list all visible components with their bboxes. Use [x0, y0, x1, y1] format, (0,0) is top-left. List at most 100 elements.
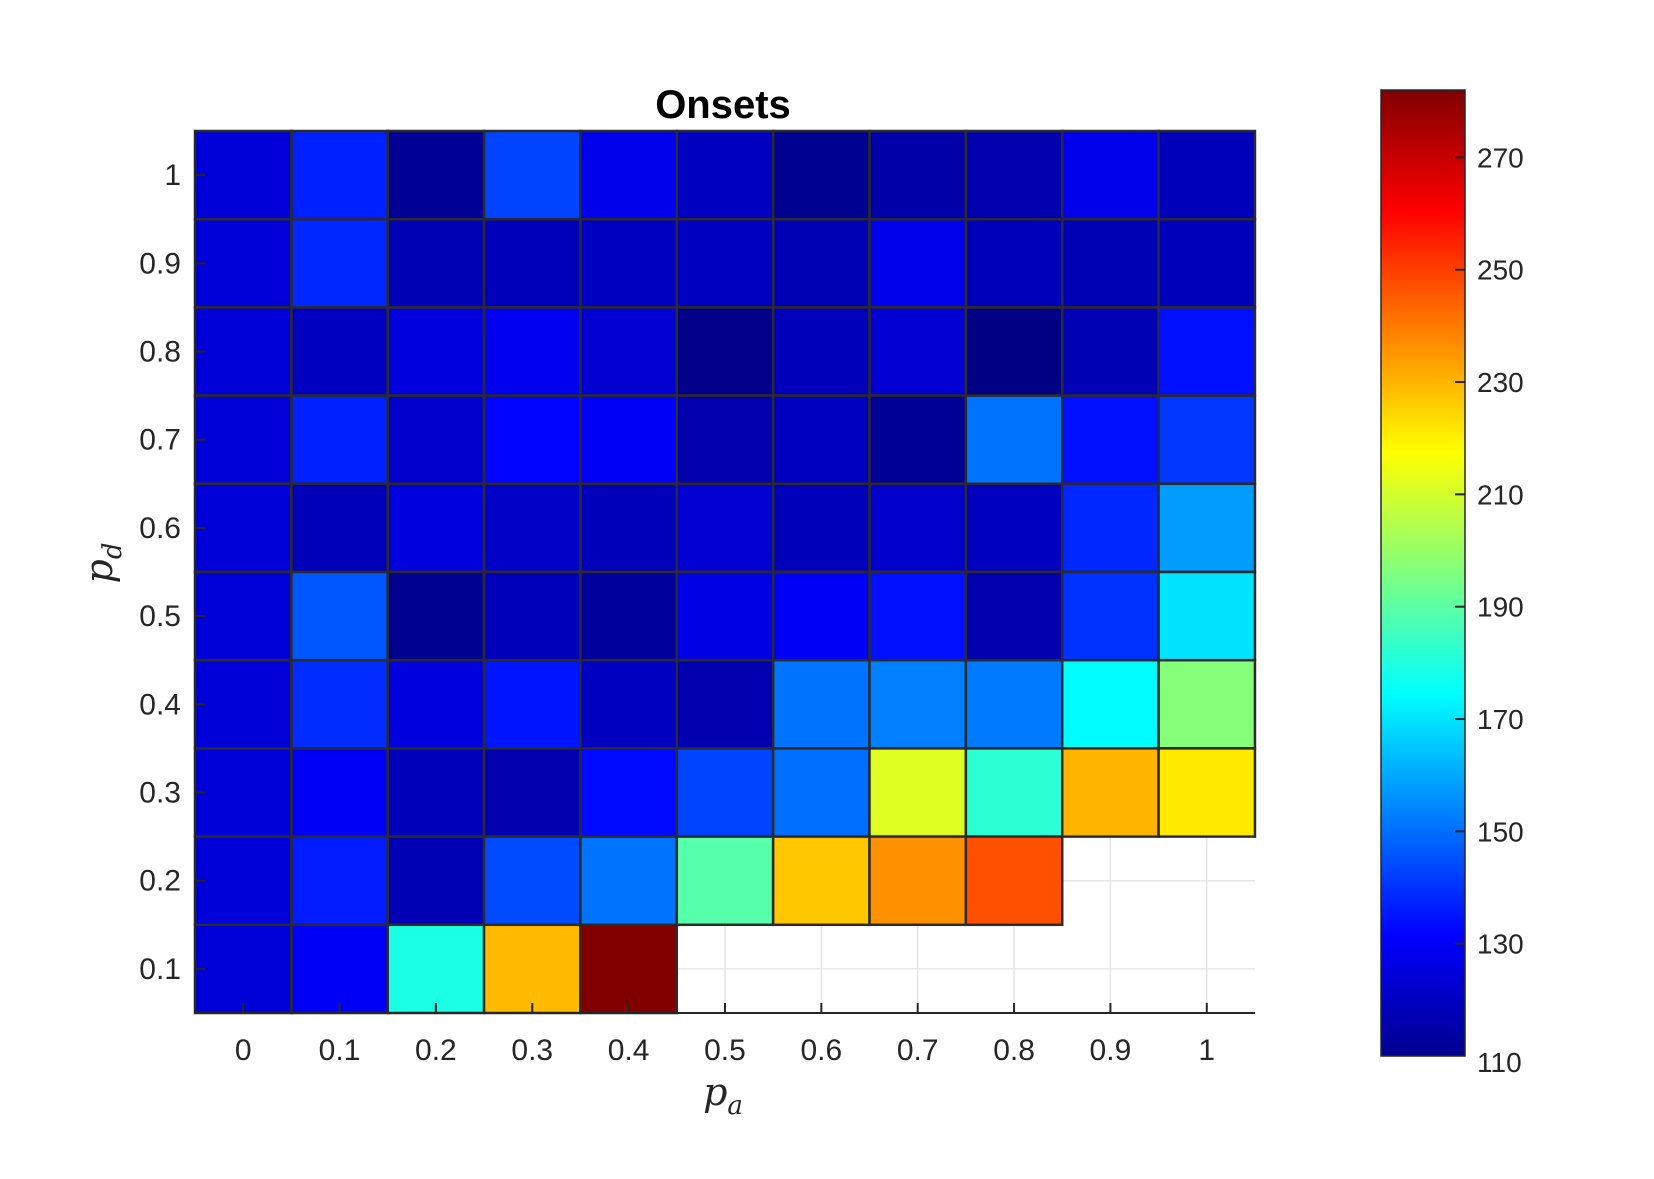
- colorbar-tick-label: 130: [1477, 929, 1524, 960]
- heatmap-cell: [868, 570, 968, 662]
- heatmap-cell: [482, 129, 582, 221]
- heatmap-cell: [386, 394, 486, 486]
- heatmap-cell: [771, 482, 871, 574]
- heatmap-cell: [193, 747, 293, 838]
- heatmap-cell: [290, 747, 389, 838]
- heatmap-cell: [1157, 482, 1257, 574]
- x-tick-label: 0.4: [608, 1034, 650, 1067]
- heatmap-cell: [964, 570, 1064, 662]
- heatmap-cell: [579, 482, 679, 574]
- heatmap-cell: [771, 129, 871, 221]
- heatmap-cell: [964, 394, 1064, 486]
- heatmap-cell: [482, 923, 582, 1015]
- heatmap-cell: [482, 835, 582, 927]
- heatmap-cell: [1157, 658, 1257, 750]
- heatmap-cell: [1157, 129, 1257, 221]
- x-tick-label: 0.2: [415, 1034, 457, 1067]
- chart-title: Onsets: [655, 83, 791, 127]
- heatmap-cell: [1157, 306, 1257, 397]
- heatmap-cell: [964, 835, 1064, 927]
- heatmap-cell: [386, 129, 486, 221]
- heatmap-cell: [964, 482, 1064, 574]
- y-tick-label: 0.6: [139, 512, 181, 545]
- heatmap-cell: [1060, 658, 1160, 750]
- heatmap-cell: [771, 835, 871, 927]
- heatmap-cell: [771, 658, 871, 750]
- heatmap-cell: [193, 306, 293, 397]
- x-axis-label: pa: [703, 1070, 743, 1121]
- y-tick-label: 0.3: [139, 777, 181, 810]
- heatmap-cell: [386, 923, 486, 1015]
- heatmap-cell: [193, 835, 293, 927]
- heatmap-cell: [675, 217, 775, 309]
- heatmap-cell: [675, 658, 775, 750]
- heatmap-cell: [675, 570, 775, 662]
- x-tick-label: 1: [1198, 1034, 1215, 1067]
- heatmap-cell: [964, 306, 1064, 397]
- x-tick-label: 0.7: [897, 1034, 939, 1067]
- colorbar-min-label: 110: [1477, 1047, 1522, 1078]
- heatmap-cell: [193, 482, 293, 574]
- heatmap-cell: [290, 306, 389, 397]
- x-tick-label: 0.1: [319, 1034, 361, 1067]
- heatmap-cell: [193, 658, 293, 750]
- heatmap-cell: [868, 306, 968, 397]
- heatmap-cell: [290, 658, 389, 750]
- heatmap-cell: [386, 658, 486, 750]
- heatmap-cell: [1157, 570, 1257, 662]
- heatmap-cell: [868, 747, 968, 838]
- heatmap-cell: [579, 394, 679, 486]
- y-tick-label: 0.5: [139, 600, 181, 633]
- heatmap-cell: [868, 658, 968, 750]
- heatmap-cell: [386, 217, 486, 309]
- heatmap-cell: [290, 570, 389, 662]
- x-tick-label: 0.8: [993, 1034, 1035, 1067]
- heatmap-cell: [579, 658, 679, 750]
- y-tick-label: 0.9: [139, 247, 181, 280]
- x-tick-label: 0.9: [1090, 1034, 1132, 1067]
- heatmap-cells: [193, 129, 1257, 1015]
- heatmap-cell: [482, 570, 582, 662]
- colorbar-tick-label: 170: [1477, 704, 1524, 735]
- heatmap-cell: [290, 923, 389, 1015]
- y-tick-label: 1: [164, 159, 181, 192]
- heatmap-cell: [386, 306, 486, 397]
- heatmap-cell: [579, 835, 679, 927]
- heatmap-cell: [771, 747, 871, 838]
- heatmap-cell: [579, 129, 679, 221]
- heatmap-cell: [675, 482, 775, 574]
- heatmap-cell: [1157, 217, 1257, 309]
- colorbar-tick-label: 210: [1477, 479, 1524, 510]
- heatmap-cell: [1157, 747, 1257, 838]
- x-tick-labels: 0 0.1 0.2 0.3 0.4 0.5 0.6 0.7 0.8 0.9 1: [235, 1034, 1215, 1067]
- heatmap-cell: [1060, 129, 1160, 221]
- heatmap-cell: [482, 306, 582, 397]
- heatmap-cell: [386, 835, 486, 927]
- y-tick-label: 0.1: [139, 953, 181, 986]
- colorbar-tick-label: 190: [1477, 592, 1524, 623]
- heatmap-cell: [1060, 217, 1160, 309]
- heatmap-cell: [771, 394, 871, 486]
- heatmap-cell: [482, 747, 582, 838]
- heatmap-cell: [675, 306, 775, 397]
- colorbar-ticks: 130 150 170 190 210 230 250 270 110: [1455, 142, 1524, 1078]
- heatmap-cell: [675, 394, 775, 486]
- x-tick-label: 0.3: [511, 1034, 553, 1067]
- heatmap-cell: [290, 394, 389, 486]
- heatmap-cell: [1060, 482, 1160, 574]
- heatmap-cell: [290, 482, 389, 574]
- heatmap-cell: [193, 923, 293, 1015]
- y-axis-label: pd: [77, 543, 128, 584]
- heatmap-cell: [482, 217, 582, 309]
- heatmap-cell: [675, 835, 775, 927]
- axes: [194, 131, 1255, 1014]
- heatmap-cell: [964, 217, 1064, 309]
- heatmap-cell: [868, 394, 968, 486]
- heatmap-cell: [193, 129, 293, 221]
- heatmap-cell: [193, 570, 293, 662]
- heatmap-cell: [771, 570, 871, 662]
- y-tick-label: 0.4: [139, 688, 181, 721]
- heatmap-cell: [290, 217, 389, 309]
- heatmap-cell: [1060, 306, 1160, 397]
